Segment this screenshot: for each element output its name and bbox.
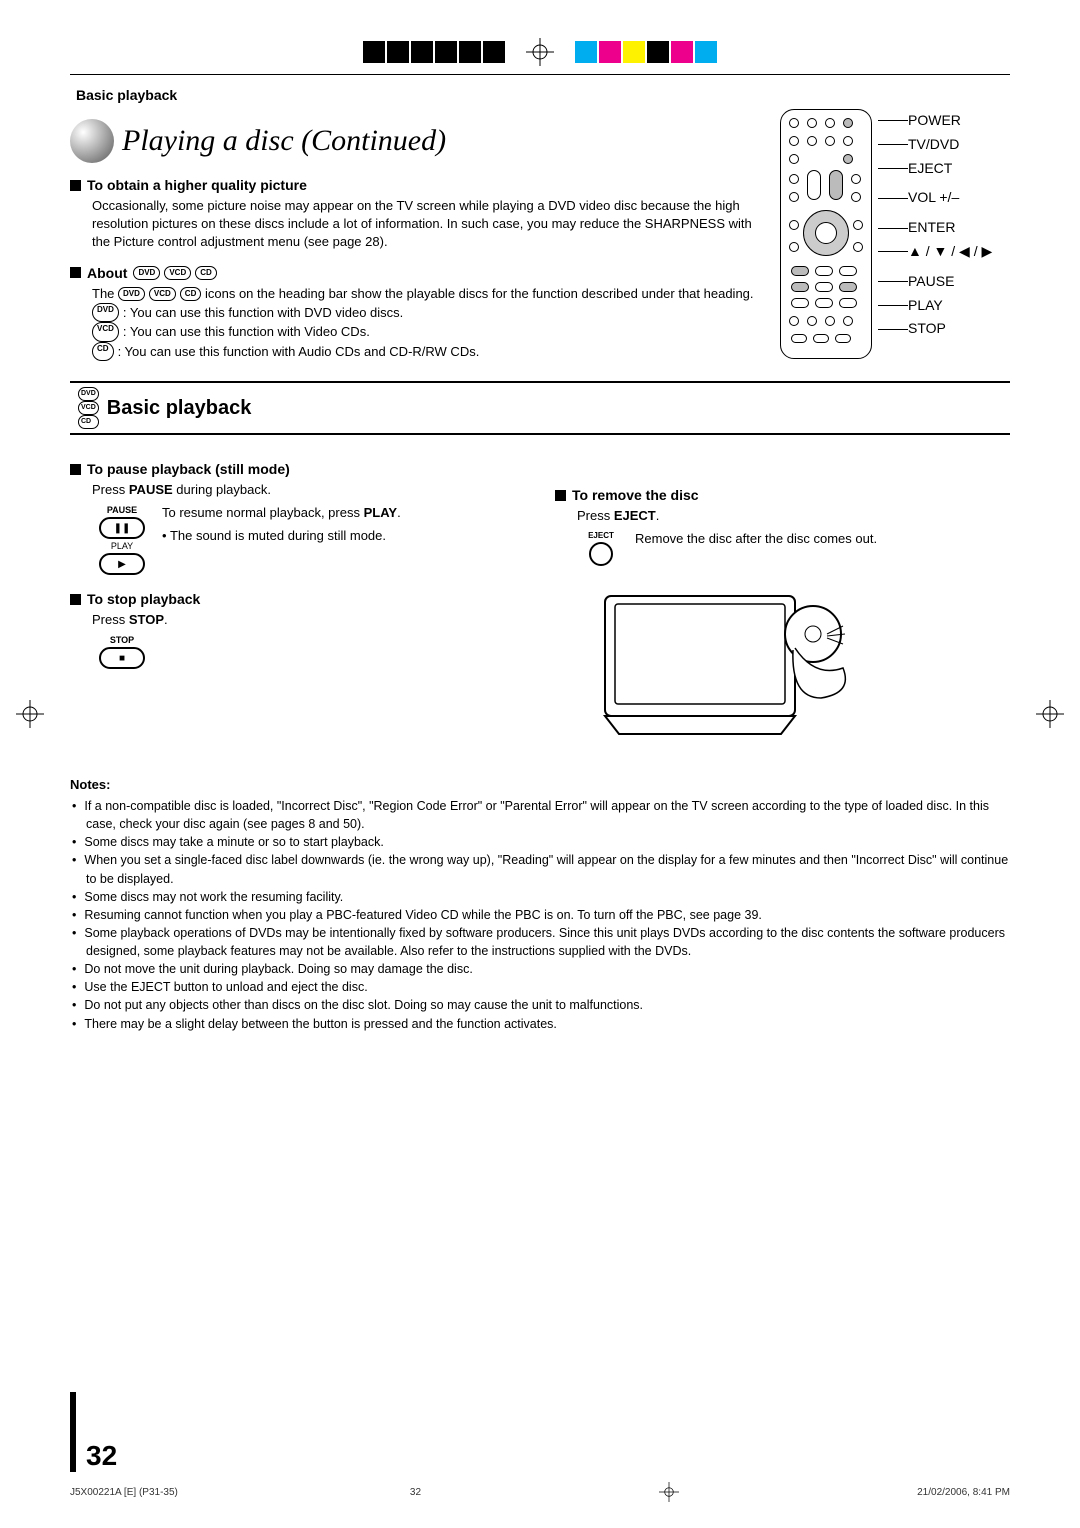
print-color-bar: [70, 40, 1010, 64]
pause-resume: To resume normal playback, press PLAY.: [162, 505, 525, 520]
vcd-icon: VCD: [164, 266, 191, 280]
cd-icon: CD: [195, 266, 217, 280]
play-icon: ▶: [99, 553, 145, 575]
note-item: Do not move the unit during playback. Do…: [70, 960, 1010, 978]
subhead-about: About DVD VCD CD: [70, 265, 760, 281]
remove-line: Press EJECT.: [577, 507, 1010, 525]
note-item: When you set a single-faced disc label d…: [70, 851, 1010, 887]
stop-line: Press STOP.: [92, 611, 525, 629]
note-item: Do not put any objects other than discs …: [70, 996, 1010, 1014]
footer-center: 32: [410, 1487, 421, 1498]
colorbar-swatch: [411, 41, 433, 63]
note-item: Some playback operations of DVDs may be …: [70, 924, 1010, 960]
page-number: 32: [70, 1392, 117, 1472]
colorbar-swatch: [363, 41, 385, 63]
footer-right: 21/02/2006, 8:41 PM: [917, 1487, 1010, 1498]
footer: J5X00221A [E] (P31-35) 32 21/02/2006, 8:…: [70, 1482, 1010, 1502]
about-intro-b: icons on the heading bar show the playab…: [205, 286, 754, 301]
section-bar: DVD VCD CD Basic playback: [70, 381, 1010, 435]
registration-mark-icon: [526, 38, 554, 66]
subhead-remove: To remove the disc: [555, 487, 1010, 503]
stop-icon: ■: [99, 647, 145, 669]
subhead-stop: To stop playback: [70, 591, 525, 607]
pause-note: • The sound is muted during still mode.: [162, 528, 525, 543]
section-bar-title: Basic playback: [107, 397, 252, 420]
page-title-text: Playing a disc (Continued): [122, 124, 446, 158]
footer-left: J5X00221A [E] (P31-35): [70, 1487, 178, 1498]
registration-mark-icon: [1036, 700, 1064, 728]
disc-icons: DVD VCD CD: [133, 266, 216, 280]
note-item: There may be a slight delay between the …: [70, 1015, 1010, 1033]
subhead-pause: To pause playback (still mode): [70, 461, 525, 477]
sphere-bullet-icon: [70, 119, 114, 163]
remote-labels: POWER TV/DVD EJECT VOL +/– ENTER ▲ / ▼ /…: [878, 109, 992, 359]
colorbar-swatch: [435, 41, 457, 63]
remove-text: Remove the disc after the disc comes out…: [635, 531, 1010, 546]
stop-button-graphic: STOP ■: [92, 635, 152, 671]
colorbar-swatch: [695, 41, 717, 63]
subhead-quality-text: To obtain a higher quality picture: [87, 177, 307, 193]
dvd-icon: DVD: [133, 266, 160, 280]
registration-mark-icon: [659, 1482, 679, 1502]
colorbar-swatch: [387, 41, 409, 63]
note-item: Use the EJECT button to unload and eject…: [70, 978, 1010, 996]
breadcrumb: Basic playback: [76, 87, 1010, 103]
colorbar-swatch: [671, 41, 693, 63]
note-item: Some discs may not work the resuming fac…: [70, 888, 1010, 906]
eject-button-graphic: EJECT: [577, 531, 625, 568]
notes-heading: Notes:: [70, 776, 1010, 795]
colorbar-swatch: [623, 41, 645, 63]
colorbar-swatch: [599, 41, 621, 63]
about-intro: The DVD VCD CD icons on the heading bar …: [92, 285, 760, 303]
registration-mark-icon: [16, 700, 44, 728]
page-title: Playing a disc (Continued): [70, 119, 760, 163]
notes-block: Notes: If a non-compatible disc is loade…: [70, 776, 1010, 1032]
disc-type-list: DVD: You can use this function with DVD …: [92, 303, 760, 362]
about-intro-a: The: [92, 286, 118, 301]
remote-outline-icon: [780, 109, 872, 359]
remote-figure: POWER TV/DVD EJECT VOL +/– ENTER ▲ / ▼ /…: [780, 109, 1010, 361]
note-item: Resuming cannot function when you play a…: [70, 906, 1010, 924]
quality-body: Occasionally, some picture noise may app…: [92, 197, 760, 251]
pause-icon: ❚❚: [99, 517, 145, 539]
note-item: If a non-compatible disc is loaded, "Inc…: [70, 797, 1010, 833]
pause-line1: Press PAUSE during playback.: [92, 481, 525, 499]
pause-button-graphic: PAUSE ❚❚ PLAY ▶: [92, 505, 152, 577]
colorbar-swatch: [575, 41, 597, 63]
subhead-quality: To obtain a higher quality picture: [70, 177, 760, 193]
subhead-about-text: About: [87, 265, 127, 281]
colorbar-swatch: [459, 41, 481, 63]
note-item: Some discs may take a minute or so to st…: [70, 833, 1010, 851]
colorbar-swatch: [483, 41, 505, 63]
tv-eject-illustration-icon: [595, 578, 855, 748]
colorbar-swatch: [647, 41, 669, 63]
